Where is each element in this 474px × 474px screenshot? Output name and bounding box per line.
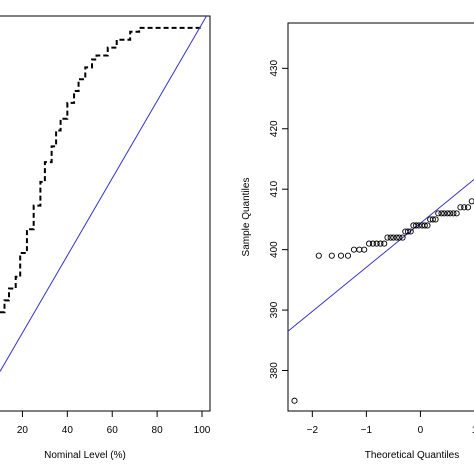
- sample-quantile-point: [429, 216, 436, 223]
- sample-quantile-point: [415, 222, 422, 229]
- left-x-axis: 20 40 60 80 100: [17, 411, 211, 436]
- sample-quantile-point: [399, 234, 406, 241]
- sample-quantile-point: [350, 246, 358, 253]
- sample-quantile-point: [457, 204, 464, 211]
- left-reference-line: [0, 15, 207, 372]
- sample-quantile-point: [369, 240, 376, 247]
- left-x-tick-label: 40: [62, 425, 74, 436]
- right-y-tick-label: 390: [269, 301, 280, 318]
- right-plot-frame: [287, 22, 474, 412]
- sample-quantile-point: [381, 240, 388, 247]
- right-y-tick-label: 430: [269, 60, 280, 77]
- sample-quantile-point: [373, 240, 380, 247]
- right-plot-panel: −2 −1 0 1 380 390 400 410 420 430 Theoretical Qu…: [241, 22, 474, 461]
- right-reference-line: [287, 178, 474, 332]
- sample-quantile-point: [328, 252, 335, 259]
- right-x-tick-label: −1: [361, 425, 373, 436]
- sample-quantile-point: [361, 246, 368, 253]
- sample-quantile-point: [421, 222, 428, 229]
- sample-quantile-point: [432, 216, 439, 223]
- left-x-tick-label: 60: [107, 425, 119, 436]
- right-x-tick-label: 0: [418, 425, 424, 436]
- sample-quantile-point: [390, 234, 397, 241]
- sample-quantile-point: [424, 222, 431, 229]
- left-series-group: [0, 15, 207, 372]
- sample-quantile-point: [366, 240, 373, 247]
- left-empirical-coverage-line: [0, 26, 203, 314]
- left-x-axis-title: Nominal Level (%): [44, 450, 126, 461]
- sample-quantile-point: [315, 252, 322, 259]
- right-x-axis-title: Theoretical Quantiles: [365, 450, 460, 461]
- sample-quantile-point: [344, 252, 352, 259]
- right-x-axis: −2 −1 0 1: [307, 411, 474, 436]
- sample-quantile-point: [291, 397, 298, 404]
- sample-quantile-point: [337, 252, 345, 259]
- right-x-tick-label: 1: [472, 425, 474, 436]
- right-x-tick-label: −2: [307, 425, 319, 436]
- sample-quantile-point: [384, 234, 391, 241]
- sample-quantile-point: [461, 204, 468, 211]
- left-plot-panel: 20 40 60 80 100 Nominal Level (%): [0, 15, 211, 461]
- sample-quantile-point: [447, 210, 454, 217]
- right-y-tick-label: 400: [269, 241, 280, 258]
- sample-quantile-point: [444, 210, 451, 217]
- right-y-tick-label: 410: [269, 180, 280, 197]
- sample-quantile-point: [441, 210, 448, 217]
- left-plot-frame: [0, 15, 211, 412]
- right-points: [291, 198, 474, 404]
- right-series-group: [287, 178, 474, 404]
- sample-quantile-point: [404, 228, 412, 235]
- sample-quantile-point: [453, 210, 460, 217]
- sample-quantile-point: [407, 228, 414, 235]
- sample-quantile-point: [450, 210, 457, 217]
- sample-quantile-point: [438, 210, 445, 217]
- left-x-tick-label: 80: [152, 425, 164, 436]
- right-y-tick-label: 420: [269, 120, 280, 137]
- sample-quantile-point: [464, 204, 472, 211]
- right-y-axis: 380 390 400 410 420 430: [269, 60, 288, 379]
- left-x-tick-label: 20: [17, 425, 29, 436]
- sample-quantile-point: [413, 222, 420, 229]
- sample-quantile-point: [396, 234, 403, 241]
- sample-quantile-point: [393, 234, 400, 241]
- right-y-tick-label: 380: [269, 362, 280, 379]
- left-x-tick-label: 100: [194, 425, 211, 436]
- sample-quantile-point: [468, 198, 474, 205]
- right-y-axis-title: Sample Quantiles: [241, 178, 252, 257]
- sample-quantile-point: [435, 210, 442, 217]
- sample-quantile-point: [387, 234, 394, 241]
- sample-quantile-point: [377, 240, 384, 247]
